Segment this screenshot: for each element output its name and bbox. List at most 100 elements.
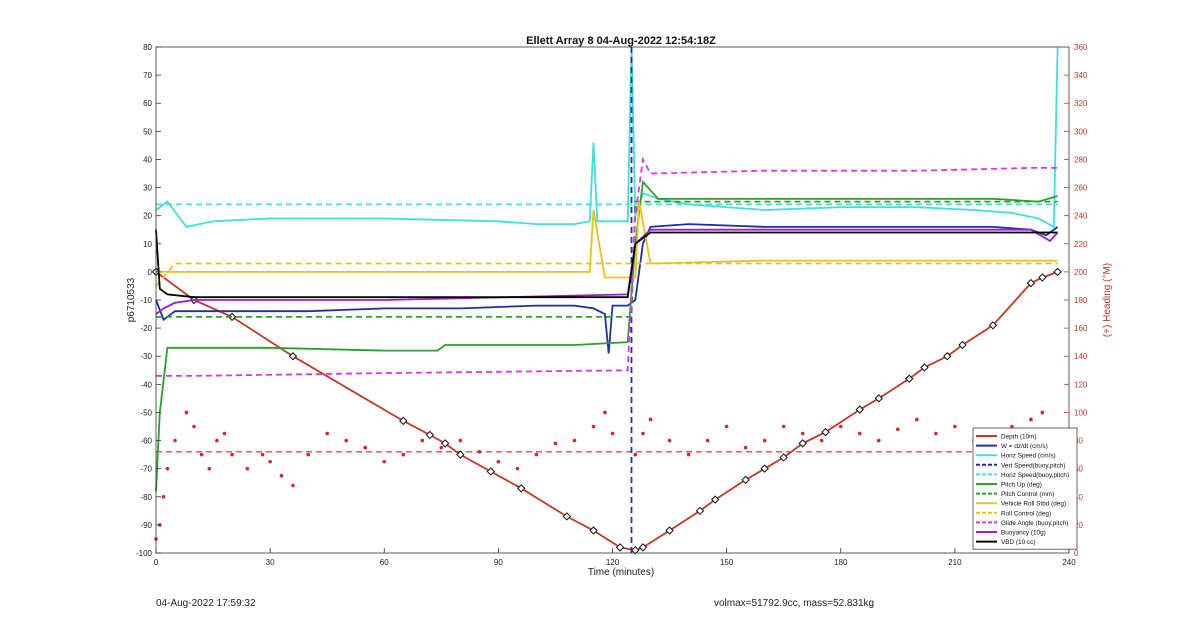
y-tick-label-1: -90 <box>140 521 152 530</box>
heading-point-45 <box>800 431 805 436</box>
heading-point-29 <box>534 452 539 457</box>
heading-point-58 <box>1040 410 1045 415</box>
x-tick-label-3: 90 <box>494 558 503 567</box>
heading-point-33 <box>603 410 607 415</box>
y2-axis-label: (+) Heading (°M) <box>1102 263 1113 337</box>
x-tick-label-0: 0 <box>154 558 159 567</box>
y-tick-label-16: 60 <box>143 99 152 108</box>
heading-point-36 <box>641 431 645 436</box>
y-tick-label-4: -60 <box>140 437 152 446</box>
series-point-0-11 <box>589 526 598 535</box>
y2-tick-label-17: 340 <box>1074 71 1088 80</box>
heading-point-3 <box>165 466 170 471</box>
legend: Depth (10m) W = dz/dt (cm/s) Horiz Speed (… <box>972 427 1078 550</box>
y2-tick-label-8: 160 <box>1074 324 1088 333</box>
heading-point-17 <box>306 452 310 457</box>
legend-label-5: Pitch Up (deg) <box>1001 482 1042 489</box>
footer-summary: volmax=51792.9cc, mass=52.831kg <box>714 598 875 609</box>
series-point-0-6 <box>440 439 450 448</box>
x-tick-label-8: 240 <box>1062 558 1076 567</box>
heading-point-31 <box>572 438 577 443</box>
y-tick-label-8: -20 <box>140 324 152 333</box>
y2-tick-label-5: 100 <box>1074 408 1088 417</box>
series-point-0-10 <box>562 512 572 521</box>
heading-point-28 <box>515 466 520 471</box>
series-point-0-19 <box>760 464 769 473</box>
y-tick-label-17: 70 <box>143 71 152 80</box>
x-tick-label-7: 210 <box>948 558 962 567</box>
heading-point-41 <box>724 424 729 429</box>
heading-point-20 <box>363 445 368 450</box>
heading-point-10 <box>222 431 227 436</box>
y2-tick-label-16: 320 <box>1074 99 1088 108</box>
heading-point-53 <box>953 424 957 429</box>
legend-label-9: Glide Angle (buoy,pitch) <box>1001 520 1068 527</box>
y-tick-label-18: 80 <box>143 43 152 52</box>
y2-tick-label-0: 0 <box>1074 549 1079 558</box>
series-point-0-26 <box>920 363 929 372</box>
y2-tick-label-10: 200 <box>1074 268 1088 277</box>
heading-point-5 <box>184 410 189 415</box>
series-point-0-27 <box>943 352 952 361</box>
y2-tick-label-6: 120 <box>1074 380 1088 389</box>
heading-point-42 <box>743 445 748 450</box>
heading-point-24 <box>439 445 444 450</box>
series-point-0-20 <box>779 453 788 462</box>
series-line-5 <box>155 179 1058 492</box>
heading-point-22 <box>401 452 406 457</box>
series-point-0-9 <box>516 484 526 493</box>
series-line-2 <box>155 46 1059 229</box>
series-point-0-4 <box>399 416 408 426</box>
x-axis-label: Time (minutes) <box>588 567 654 578</box>
series-point-0-21 <box>798 439 807 448</box>
heading-point-57 <box>1029 417 1033 422</box>
heading-point-40 <box>705 438 710 443</box>
series-line-7 <box>156 201 1058 279</box>
legend-label-7: Vehicle Roll Stbd (deg) <box>1001 501 1066 508</box>
y2-tick-label-3: 60 <box>1074 465 1083 474</box>
y-tick-label-5: -50 <box>140 408 152 417</box>
heading-point-32 <box>591 424 596 429</box>
series-point-0-15 <box>665 526 674 535</box>
y-axis-label: p6710533 <box>126 277 137 322</box>
heading-point-23 <box>420 438 425 443</box>
y-tick-label-15: 50 <box>143 127 152 136</box>
series-point-0-17 <box>711 495 720 504</box>
y-tick-label-11: 10 <box>143 240 152 249</box>
series-point-0-28 <box>958 340 967 350</box>
series-line-0 <box>155 271 1058 552</box>
heading-point-34 <box>610 431 615 436</box>
heading-point-47 <box>838 424 843 429</box>
heading-point-39 <box>686 452 691 457</box>
heading-point-48 <box>857 431 862 436</box>
heading-point-27 <box>496 459 501 464</box>
axes: 0 30 60 90 120 150 180 210 240-100-90-80-70-60-5… <box>136 43 1088 567</box>
heading-point-52 <box>934 431 938 436</box>
heading-point-9 <box>215 438 219 443</box>
y-tick-label-14: 40 <box>143 155 152 164</box>
footer-timestamp: 04-Aug-2022 17:59:32 <box>156 598 256 609</box>
y-tick-label-12: 20 <box>143 212 152 221</box>
heading-point-6 <box>192 424 196 429</box>
y2-tick-label-12: 240 <box>1074 212 1088 221</box>
series-point-0-18 <box>741 475 750 485</box>
chart-title: Ellett Array 8 04-Aug-2022 12:54:18Z <box>526 35 716 47</box>
y2-tick-label-1: 20 <box>1074 521 1083 530</box>
series-point-0-7 <box>456 450 465 459</box>
heading-point-15 <box>279 473 284 478</box>
series-point-0-3 <box>288 352 298 361</box>
y2-tick-label-7: 140 <box>1074 352 1088 361</box>
heading-point-18 <box>325 431 329 436</box>
heading-point-13 <box>260 452 265 457</box>
series-point-0-32 <box>1053 267 1062 277</box>
y-tick-label-2: -80 <box>140 493 152 502</box>
y-tick-label-9: -10 <box>140 296 152 305</box>
y2-tick-label-15: 300 <box>1074 127 1088 136</box>
series-point-0-14 <box>638 543 648 552</box>
x-tick-label-4: 120 <box>606 558 620 567</box>
legend-label-1: W = dz/dt (cm/s) <box>1001 443 1048 450</box>
legend-label-0: Depth (10m) <box>1001 434 1037 441</box>
series-point-0-5 <box>425 430 435 440</box>
y-tick-label-0: -100 <box>136 549 153 558</box>
y2-tick-label-18: 360 <box>1074 43 1088 52</box>
